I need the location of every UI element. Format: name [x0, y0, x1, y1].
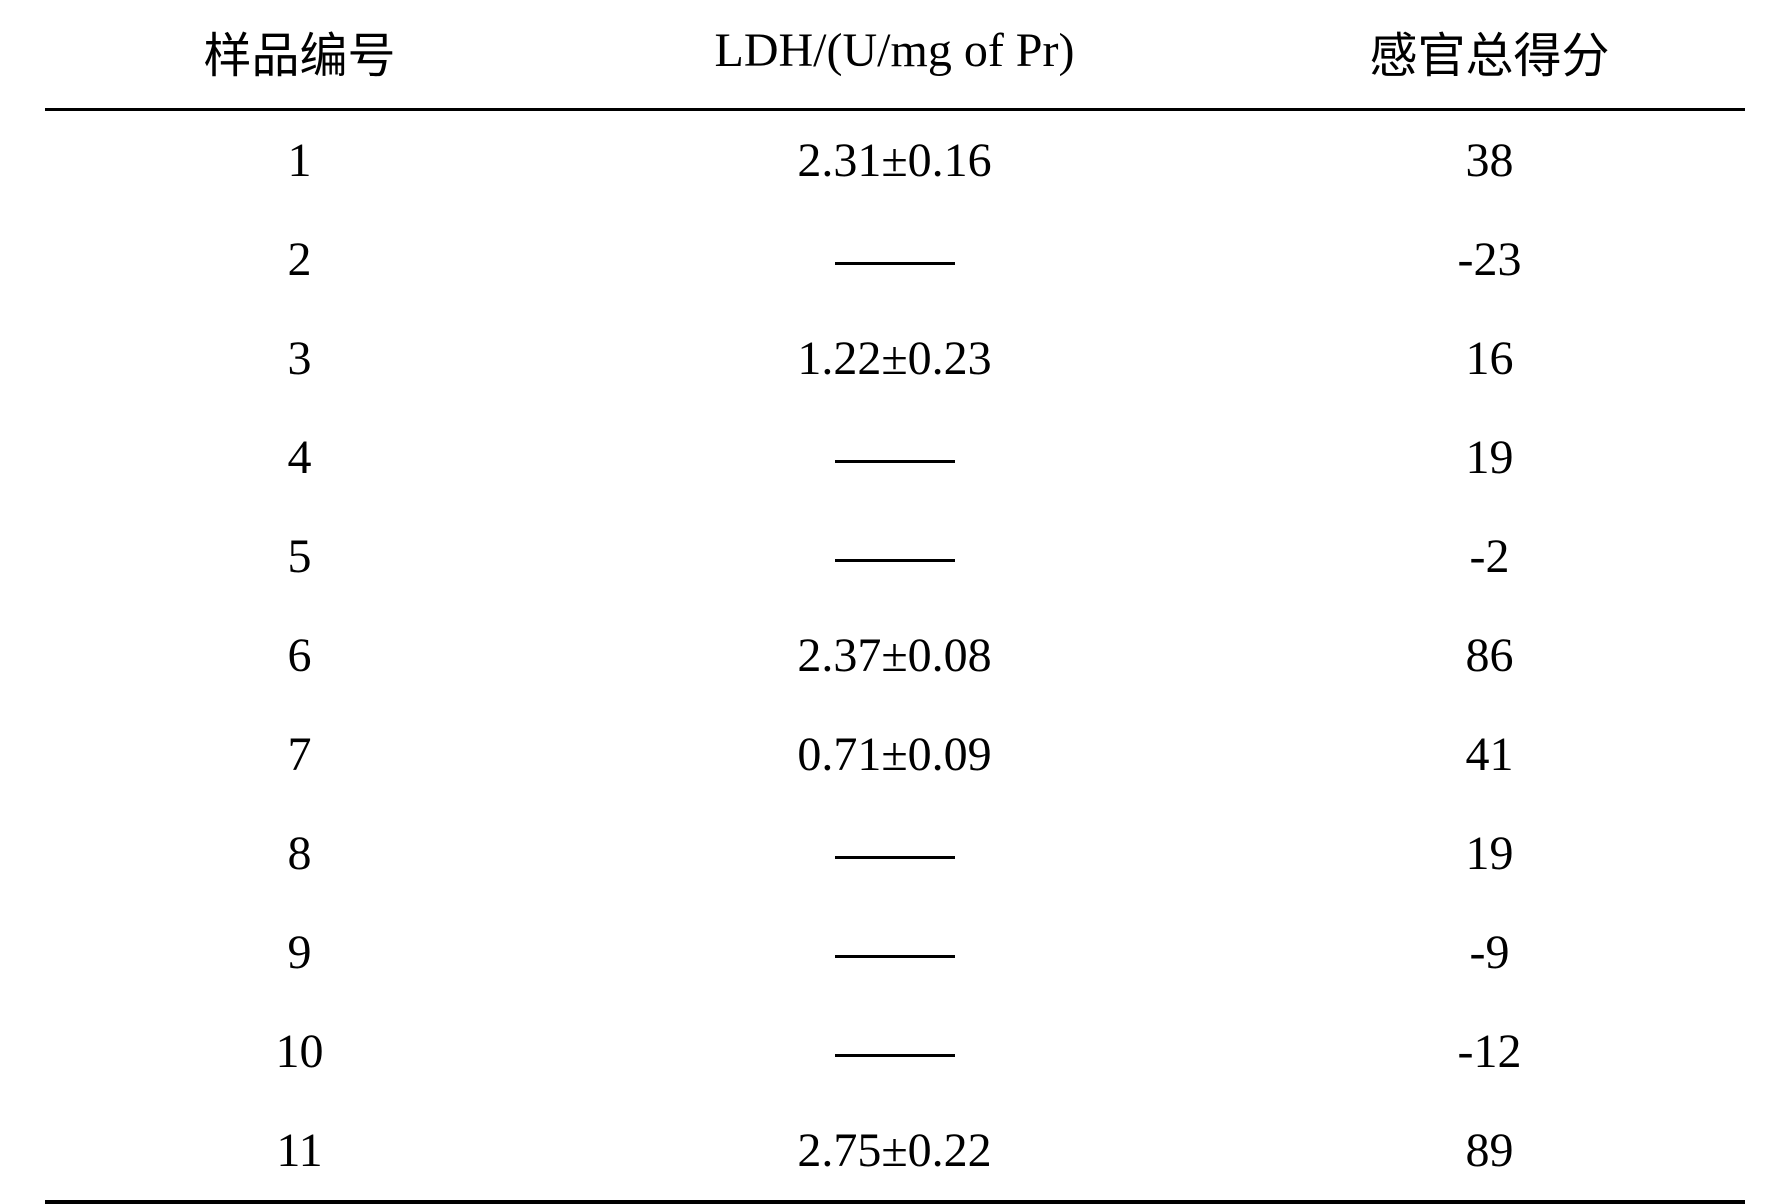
cell-sample: 7 — [45, 705, 555, 804]
table-row: 7 0.71±0.09 41 — [45, 705, 1745, 804]
cell-sample: 2 — [45, 210, 555, 309]
cell-sample: 1 — [45, 109, 555, 210]
cell-score: 19 — [1235, 408, 1745, 507]
cell-score: 16 — [1235, 309, 1745, 408]
cell-ldh — [555, 408, 1235, 507]
dash-icon — [835, 559, 955, 562]
data-table: 样品编号 LDH/(U/mg of Pr) 感官总得分 1 2.31±0.16 … — [45, 0, 1745, 1204]
cell-score: 89 — [1235, 1101, 1745, 1202]
cell-sample: 4 — [45, 408, 555, 507]
cell-sample: 11 — [45, 1101, 555, 1202]
cell-ldh — [555, 903, 1235, 1002]
cell-sample: 3 — [45, 309, 555, 408]
cell-ldh: 1.22±0.23 — [555, 309, 1235, 408]
cell-ldh: 0.71±0.09 — [555, 705, 1235, 804]
table-row: 1 2.31±0.16 38 — [45, 109, 1745, 210]
cell-score: 19 — [1235, 804, 1745, 903]
cell-ldh — [555, 1002, 1235, 1101]
table-row: 5 -2 — [45, 507, 1745, 606]
cell-sample: 6 — [45, 606, 555, 705]
table-row: 10 -12 — [45, 1002, 1745, 1101]
table-body: 1 2.31±0.16 38 2 -23 3 1.22±0.23 16 4 19… — [45, 109, 1745, 1202]
header-score: 感官总得分 — [1235, 0, 1745, 109]
table-row: 11 2.75±0.22 89 — [45, 1101, 1745, 1202]
table-row: 9 -9 — [45, 903, 1745, 1002]
cell-ldh — [555, 507, 1235, 606]
cell-sample: 10 — [45, 1002, 555, 1101]
dash-icon — [835, 955, 955, 958]
cell-ldh — [555, 804, 1235, 903]
dash-icon — [835, 856, 955, 859]
header-sample-id: 样品编号 — [45, 0, 555, 109]
dash-icon — [835, 1054, 955, 1057]
cell-ldh: 2.37±0.08 — [555, 606, 1235, 705]
cell-score: -23 — [1235, 210, 1745, 309]
cell-sample: 5 — [45, 507, 555, 606]
cell-ldh: 2.75±0.22 — [555, 1101, 1235, 1202]
cell-sample: 8 — [45, 804, 555, 903]
table-row: 2 -23 — [45, 210, 1745, 309]
data-table-container: 样品编号 LDH/(U/mg of Pr) 感官总得分 1 2.31±0.16 … — [45, 0, 1745, 1204]
cell-score: 86 — [1235, 606, 1745, 705]
cell-score: 41 — [1235, 705, 1745, 804]
table-row: 8 19 — [45, 804, 1745, 903]
table-row: 6 2.37±0.08 86 — [45, 606, 1745, 705]
dash-icon — [835, 460, 955, 463]
header-ldh: LDH/(U/mg of Pr) — [555, 0, 1235, 109]
cell-score: -9 — [1235, 903, 1745, 1002]
cell-ldh — [555, 210, 1235, 309]
table-row: 3 1.22±0.23 16 — [45, 309, 1745, 408]
cell-sample: 9 — [45, 903, 555, 1002]
cell-score: -12 — [1235, 1002, 1745, 1101]
table-row: 4 19 — [45, 408, 1745, 507]
table-header-row: 样品编号 LDH/(U/mg of Pr) 感官总得分 — [45, 0, 1745, 109]
dash-icon — [835, 262, 955, 265]
cell-score: 38 — [1235, 109, 1745, 210]
cell-score: -2 — [1235, 507, 1745, 606]
cell-ldh: 2.31±0.16 — [555, 109, 1235, 210]
